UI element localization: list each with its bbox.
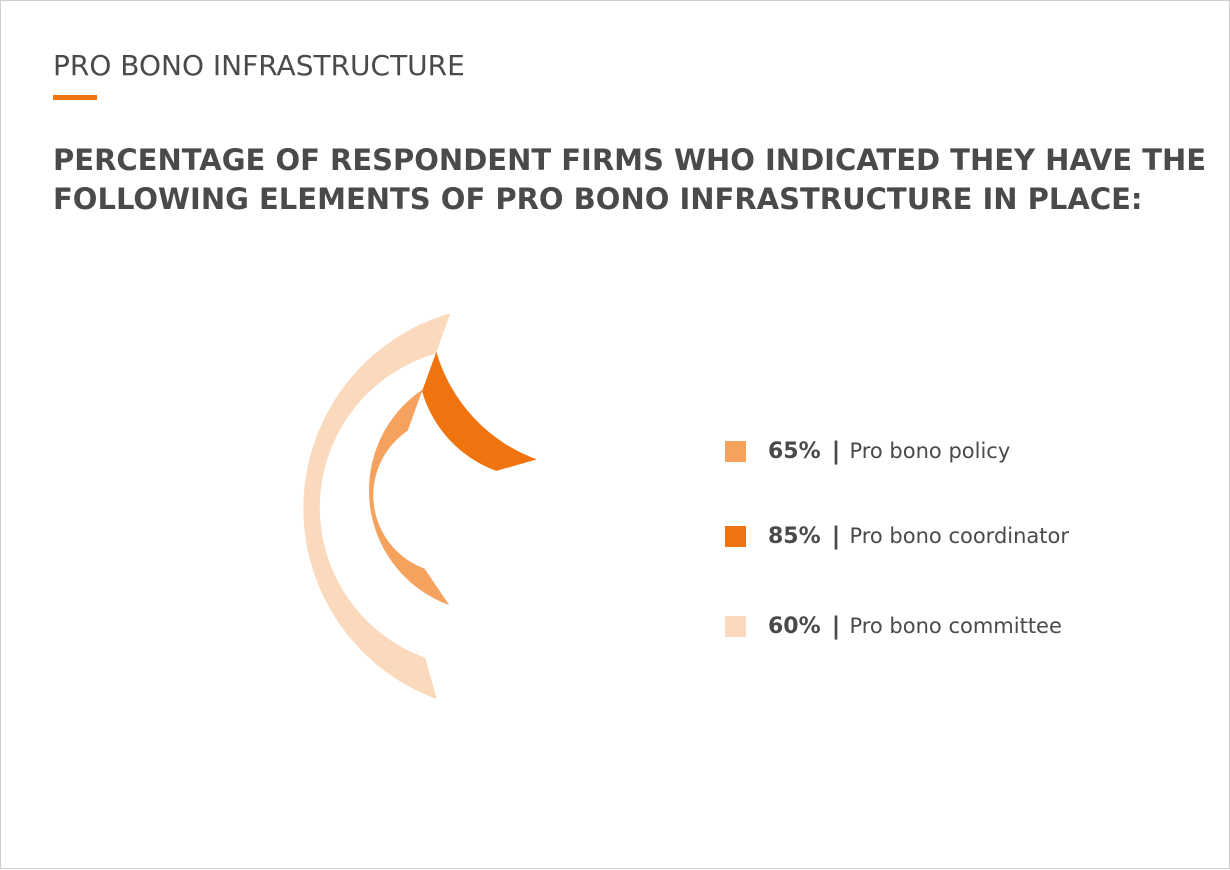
radial-bar-pro-bono-coordinator [422,351,537,471]
legend-label: Pro bono policy [849,439,1011,463]
legend-label: Pro bono committee [849,614,1062,638]
legend-swatch [725,615,746,637]
legend-swatch [725,525,746,547]
legend-item-pro-bono-committee: 60% | Pro bono committee [725,612,1062,640]
title-underline [53,95,97,100]
radial-bar-pro-bono-policy [368,389,450,606]
chart-title-line-2: FOLLOWING ELEMENTS OF PRO BONO INFRASTRU… [53,182,1143,216]
legend-separator: | [831,522,841,550]
section-title: PRO BONO INFRASTRUCTURE [53,49,465,82]
chart-title: PERCENTAGE OF RESPONDENT FIRMS WHO INDIC… [53,141,1207,219]
legend-separator: | [831,612,841,640]
legend-label: Pro bono coordinator [849,524,1070,548]
chart-title-line-1: PERCENTAGE OF RESPONDENT FIRMS WHO INDIC… [53,143,1207,177]
legend-item-pro-bono-policy: 65% | Pro bono policy [725,437,1010,465]
radial-bar-pro-bono-committee [303,313,451,700]
legend-value: 65% [768,438,821,464]
legend-item-pro-bono-coordinator: 85% | Pro bono coordinator [725,522,1069,550]
legend-swatch [725,440,746,462]
legend-value: 60% [768,613,821,639]
legend-separator: | [831,437,841,465]
legend-value: 85% [768,523,821,549]
